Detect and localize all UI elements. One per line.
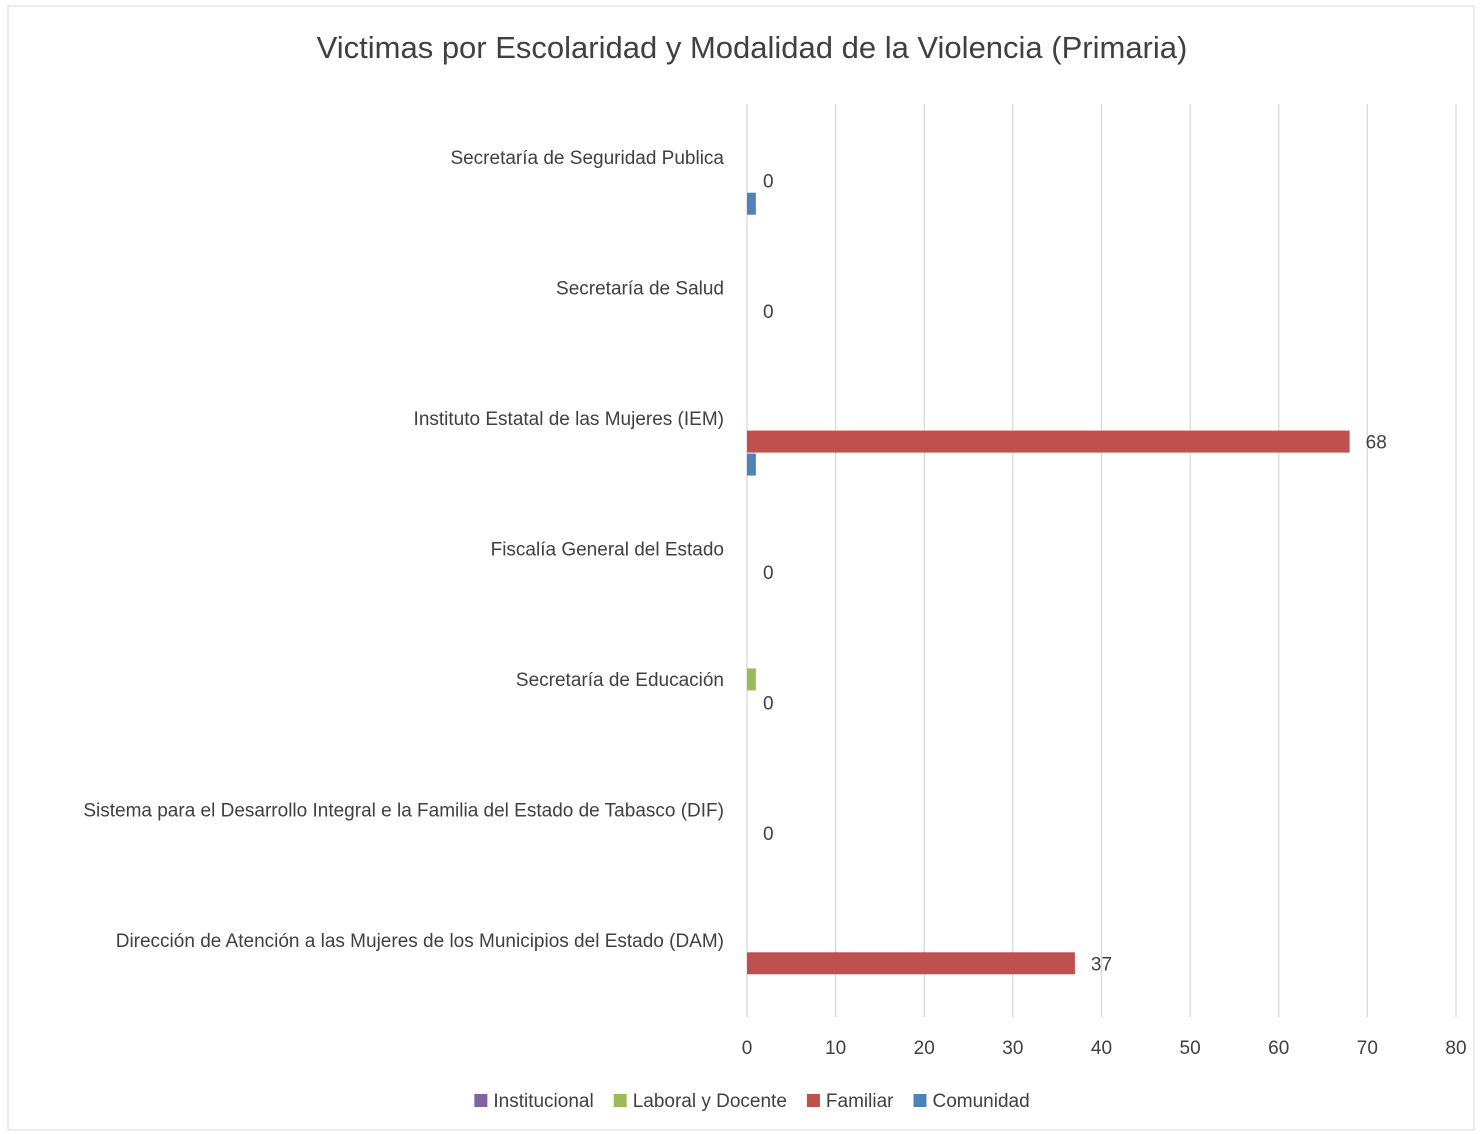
y-tick-label: Sistema para el Desarrollo Integral e la… bbox=[83, 800, 724, 821]
data-label: 0 bbox=[763, 693, 774, 714]
bar bbox=[747, 668, 756, 691]
x-tick-label: 40 bbox=[1091, 1038, 1112, 1059]
legend-swatch bbox=[474, 1094, 488, 1107]
x-tick-label: 0 bbox=[742, 1038, 753, 1059]
data-label: 0 bbox=[763, 302, 774, 323]
x-tick-label: 20 bbox=[914, 1038, 935, 1059]
chart-frame bbox=[7, 5, 1475, 1131]
y-tick-label: Secretaría de Salud bbox=[556, 279, 724, 300]
bar bbox=[747, 453, 756, 476]
legend-swatch bbox=[806, 1094, 820, 1107]
bar bbox=[747, 952, 1075, 975]
legend-label: Comunidad bbox=[932, 1091, 1029, 1112]
y-tick-label: Dirección de Atención a las Mujeres de l… bbox=[116, 931, 724, 952]
x-tick-label: 30 bbox=[1002, 1038, 1023, 1059]
x-tick-label: 80 bbox=[1445, 1038, 1466, 1059]
legend-label: Laboral y Docente bbox=[633, 1091, 787, 1112]
data-label: 0 bbox=[763, 824, 774, 845]
data-label: 0 bbox=[763, 563, 774, 584]
legend-label: Familiar bbox=[826, 1091, 894, 1112]
bar bbox=[747, 192, 756, 215]
legend: Institucional Laboral y Docente Familiar Co… bbox=[474, 1091, 1030, 1112]
legend-swatch bbox=[613, 1094, 627, 1107]
bar bbox=[747, 430, 1350, 453]
y-tick-label: Fiscalía General del Estado bbox=[491, 540, 724, 561]
y-tick-label: Secretaría de Educación bbox=[516, 670, 724, 691]
x-tick-label: 70 bbox=[1357, 1038, 1378, 1059]
chart-title: Victimas por Escolaridad y Modalidad de … bbox=[317, 30, 1188, 65]
legend-swatch bbox=[913, 1094, 927, 1107]
x-tick-label: 60 bbox=[1268, 1038, 1289, 1059]
legend-label: Institucional bbox=[493, 1091, 593, 1112]
data-label: 68 bbox=[1366, 433, 1387, 454]
data-label: 0 bbox=[763, 172, 774, 193]
y-tick-label: Secretaría de Seguridad Publica bbox=[450, 148, 724, 169]
y-tick-label: Instituto Estatal de las Mujeres (IEM) bbox=[414, 409, 724, 430]
data-label: 37 bbox=[1091, 954, 1112, 975]
x-tick-label: 10 bbox=[825, 1038, 846, 1059]
x-tick-label: 50 bbox=[1180, 1038, 1201, 1059]
